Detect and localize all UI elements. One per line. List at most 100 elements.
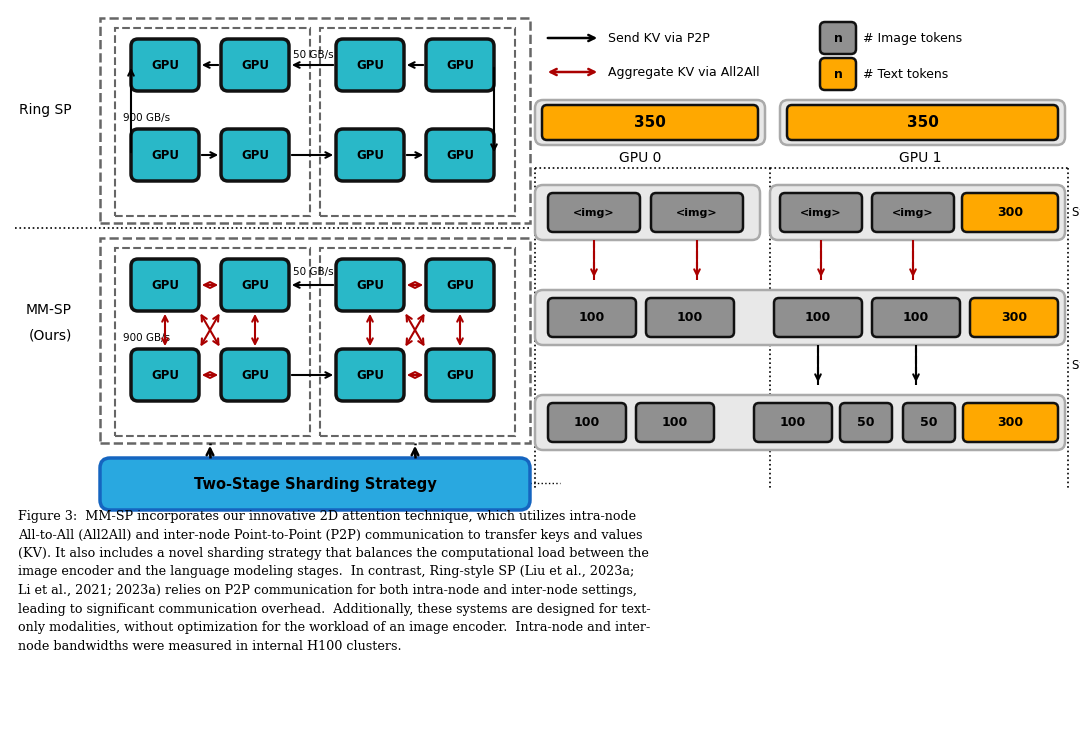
Text: GPU: GPU [151,368,179,381]
Bar [100,18,530,223]
FancyBboxPatch shape [636,403,714,442]
Text: MM-SP: MM-SP [26,303,72,317]
FancyBboxPatch shape [820,22,856,54]
Text: # Text tokens: # Text tokens [863,68,948,81]
Text: GPU: GPU [356,59,384,71]
Text: GPU: GPU [446,368,474,381]
FancyBboxPatch shape [221,39,289,91]
FancyBboxPatch shape [426,39,494,91]
Text: 100: 100 [903,311,929,324]
Text: (Ours): (Ours) [29,328,72,342]
Text: GPU: GPU [241,368,269,381]
FancyBboxPatch shape [774,298,862,337]
FancyBboxPatch shape [770,185,1065,240]
Bar [320,248,515,436]
FancyBboxPatch shape [426,129,494,181]
Bar [114,248,310,436]
Text: 350: 350 [906,115,939,130]
Text: 100: 100 [677,311,703,324]
FancyBboxPatch shape [962,193,1058,232]
FancyBboxPatch shape [426,259,494,311]
Text: GPU: GPU [241,59,269,71]
FancyBboxPatch shape [780,193,862,232]
Text: <img>: <img> [573,207,615,218]
Text: 900 GB/s: 900 GB/s [123,333,171,343]
Text: 300: 300 [998,416,1024,429]
FancyBboxPatch shape [131,349,199,401]
Text: 300: 300 [1001,311,1027,324]
FancyBboxPatch shape [336,259,404,311]
FancyBboxPatch shape [780,100,1065,145]
FancyBboxPatch shape [548,298,636,337]
Text: GPU 1: GPU 1 [899,151,942,165]
FancyBboxPatch shape [100,458,530,510]
FancyBboxPatch shape [131,39,199,91]
Text: 50 GB/s: 50 GB/s [293,267,334,277]
Text: Ring SP: Ring SP [19,103,72,117]
Text: 50: 50 [858,416,875,429]
Text: Aggregate KV via All2All: Aggregate KV via All2All [608,65,759,79]
Bar [100,238,530,443]
Text: GPU: GPU [241,279,269,292]
Text: GPU: GPU [446,59,474,71]
Bar [320,28,515,216]
Text: 300: 300 [997,206,1023,219]
Text: <img>: <img> [800,207,841,218]
Text: GPU: GPU [446,148,474,162]
Text: 350: 350 [634,115,666,130]
FancyBboxPatch shape [542,105,758,140]
Text: Stage 1: Shard by # images: Stage 1: Shard by # images [1072,206,1080,218]
FancyBboxPatch shape [535,395,1065,450]
FancyBboxPatch shape [787,105,1058,140]
Text: GPU: GPU [241,148,269,162]
Text: 100: 100 [805,311,832,324]
FancyBboxPatch shape [646,298,734,337]
Text: Send KV via P2P: Send KV via P2P [608,32,710,45]
Text: GPU: GPU [151,148,179,162]
Text: 100: 100 [780,416,806,429]
Text: GPU: GPU [356,148,384,162]
Bar [114,28,310,216]
Text: n: n [834,68,842,81]
Text: Stage 2: Shard by # tokens: Stage 2: Shard by # tokens [1072,359,1080,371]
FancyBboxPatch shape [872,193,954,232]
Text: GPU: GPU [151,279,179,292]
Text: Figure 3:  MM-SP incorporates our innovative 2D attention technique, which utili: Figure 3: MM-SP incorporates our innovat… [18,510,650,653]
FancyBboxPatch shape [131,259,199,311]
Text: # Image tokens: # Image tokens [863,32,962,45]
FancyBboxPatch shape [651,193,743,232]
FancyBboxPatch shape [221,259,289,311]
Text: 100: 100 [662,416,688,429]
FancyBboxPatch shape [336,39,404,91]
FancyBboxPatch shape [754,403,832,442]
FancyBboxPatch shape [535,185,760,240]
FancyBboxPatch shape [963,403,1058,442]
FancyBboxPatch shape [221,349,289,401]
Text: GPU: GPU [356,279,384,292]
FancyBboxPatch shape [336,129,404,181]
FancyBboxPatch shape [336,349,404,401]
Text: GPU: GPU [356,368,384,381]
Text: <img>: <img> [892,207,934,218]
FancyBboxPatch shape [820,58,856,90]
Text: GPU: GPU [151,59,179,71]
Text: <img>: <img> [676,207,718,218]
FancyBboxPatch shape [548,403,626,442]
FancyBboxPatch shape [840,403,892,442]
Text: 50 GB/s: 50 GB/s [293,50,334,60]
Text: 50: 50 [920,416,937,429]
Text: 100: 100 [579,311,605,324]
FancyBboxPatch shape [548,193,640,232]
Text: Two-Stage Sharding Strategy: Two-Stage Sharding Strategy [193,476,436,492]
Text: GPU 0: GPU 0 [619,151,661,165]
FancyBboxPatch shape [903,403,955,442]
Text: n: n [834,32,842,45]
FancyBboxPatch shape [872,298,960,337]
Text: GPU: GPU [446,279,474,292]
FancyBboxPatch shape [426,349,494,401]
Text: 100: 100 [573,416,600,429]
FancyBboxPatch shape [221,129,289,181]
FancyBboxPatch shape [535,100,765,145]
FancyBboxPatch shape [131,129,199,181]
Text: 900 GB/s: 900 GB/s [123,113,171,123]
